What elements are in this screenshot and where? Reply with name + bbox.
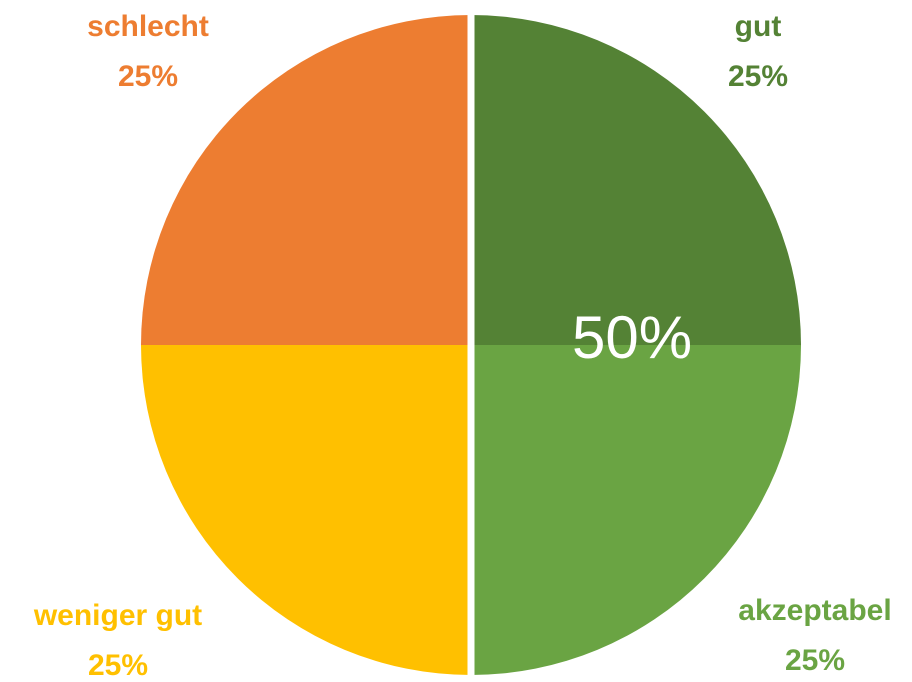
category-label: weniger gut (33, 599, 202, 632)
pie-slice (141, 15, 471, 345)
category-label: gut (735, 10, 782, 43)
value-label: 25% (785, 644, 845, 677)
value-label: 25% (118, 60, 178, 93)
pie-slice (471, 345, 801, 675)
category-label: akzeptabel (738, 594, 891, 627)
pie-slice (471, 15, 801, 345)
center-annotation: 50% (572, 304, 692, 371)
category-label: schlecht (87, 10, 209, 43)
pie-slice (141, 345, 471, 675)
value-label: 25% (88, 649, 148, 682)
value-label: 25% (728, 60, 788, 93)
slices (141, 15, 801, 675)
